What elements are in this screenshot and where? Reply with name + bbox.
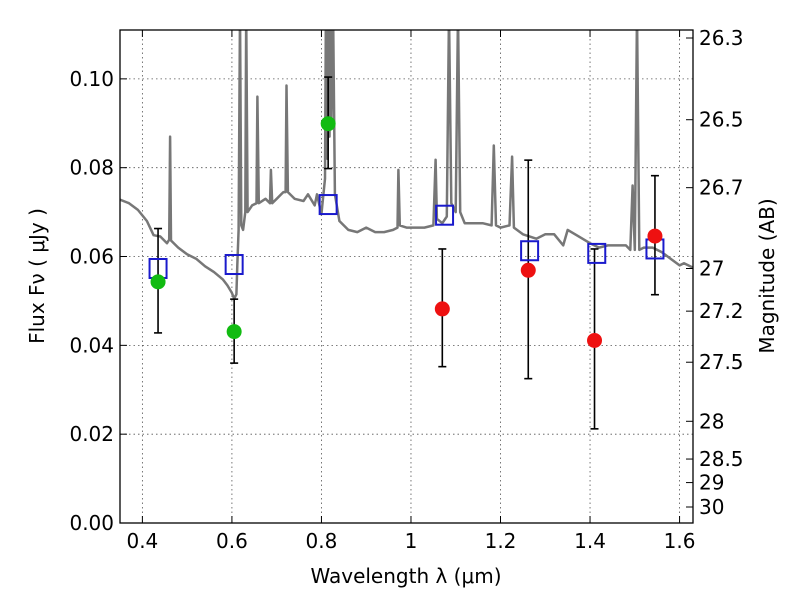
red-data-point bbox=[647, 228, 663, 244]
model-square-point bbox=[224, 254, 244, 276]
green-data-point bbox=[226, 324, 242, 340]
green-data-point bbox=[320, 116, 336, 132]
ticks: 0.4 0.6 0.8 1 1.2 1.4 1.6 0.00 0.02 0.04 0.06 0.08 0… bbox=[69, 26, 743, 553]
model-square-point bbox=[520, 240, 540, 262]
right-tick-label: 27 bbox=[699, 257, 724, 281]
grid bbox=[120, 30, 693, 524]
right-tick-label: 26.7 bbox=[699, 176, 744, 200]
x-tick-label: 0.8 bbox=[306, 529, 338, 553]
red-data-point bbox=[434, 301, 450, 317]
x-tick-label: 1 bbox=[405, 529, 418, 553]
plot-frame bbox=[119, 29, 694, 524]
x-axis-label: Wavelength λ (μm) bbox=[310, 564, 501, 588]
right-tick-label: 27.5 bbox=[699, 350, 744, 374]
right-tick-label: 29 bbox=[699, 471, 724, 495]
model-square-point bbox=[318, 194, 338, 216]
model-square-point bbox=[587, 242, 607, 264]
x-tick-label: 1.2 bbox=[485, 529, 517, 553]
right-tick-label: 26.3 bbox=[699, 26, 744, 50]
x-tick-label: 1.4 bbox=[574, 529, 606, 553]
y-tick-label: 0.02 bbox=[69, 422, 114, 446]
right-tick-label: 30 bbox=[699, 495, 724, 519]
right-axis-label: Magnitude (AB) bbox=[755, 198, 779, 353]
right-tick-label: 27.2 bbox=[699, 299, 744, 323]
x-tick-label: 1.6 bbox=[664, 529, 696, 553]
right-tick-label: 28.5 bbox=[699, 447, 744, 471]
y-tick-label: 0.06 bbox=[69, 245, 114, 269]
spectrum-line bbox=[120, 30, 693, 300]
y-tick-label: 0.08 bbox=[69, 156, 114, 180]
right-tick-label: 28 bbox=[699, 409, 724, 433]
y-axis-label: Flux Fν ( μJy ) bbox=[25, 208, 49, 344]
y-tick-label: 0.00 bbox=[69, 511, 114, 535]
y-tick-label: 0.10 bbox=[69, 67, 114, 91]
right-tick-label: 26.5 bbox=[699, 108, 744, 132]
model-square-point bbox=[435, 204, 455, 226]
y-tick-label: 0.04 bbox=[69, 333, 114, 357]
green-data-point bbox=[150, 274, 166, 290]
data-layer bbox=[120, 30, 693, 430]
x-tick-label: 0.6 bbox=[216, 529, 248, 553]
red-data-point bbox=[587, 332, 603, 348]
x-tick-label: 0.4 bbox=[126, 529, 158, 553]
red-data-point bbox=[520, 262, 536, 278]
